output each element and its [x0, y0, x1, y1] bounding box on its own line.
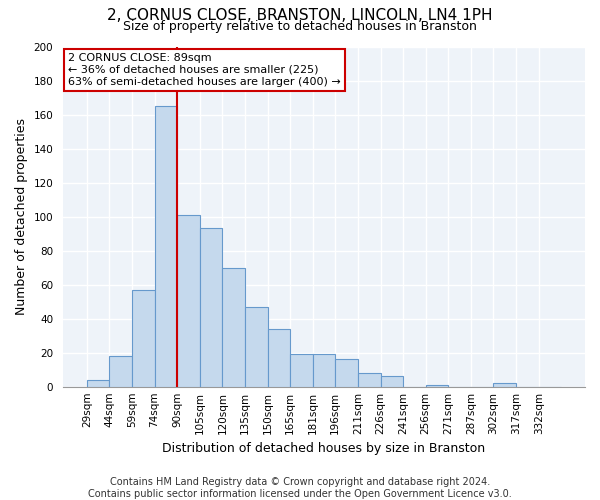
Text: Size of property relative to detached houses in Branston: Size of property relative to detached ho… [123, 20, 477, 33]
Bar [132, 290, 155, 386]
X-axis label: Distribution of detached houses by size in Branston: Distribution of detached houses by size … [163, 442, 485, 455]
Bar [493, 384, 516, 386]
Bar [155, 106, 177, 386]
Bar [290, 354, 313, 386]
Y-axis label: Number of detached properties: Number of detached properties [15, 118, 28, 315]
Bar [335, 360, 358, 386]
Bar [313, 354, 335, 386]
Text: Contains HM Land Registry data © Crown copyright and database right 2024.
Contai: Contains HM Land Registry data © Crown c… [88, 478, 512, 499]
Bar [268, 329, 290, 386]
Bar [109, 356, 132, 386]
Bar [177, 215, 200, 386]
Bar [380, 376, 403, 386]
Bar [87, 380, 109, 386]
Text: 2, CORNUS CLOSE, BRANSTON, LINCOLN, LN4 1PH: 2, CORNUS CLOSE, BRANSTON, LINCOLN, LN4 … [107, 8, 493, 22]
Bar [223, 268, 245, 386]
Bar [425, 385, 448, 386]
Bar [358, 373, 380, 386]
Bar [200, 228, 223, 386]
Text: 2 CORNUS CLOSE: 89sqm
← 36% of detached houses are smaller (225)
63% of semi-det: 2 CORNUS CLOSE: 89sqm ← 36% of detached … [68, 54, 341, 86]
Bar [245, 306, 268, 386]
